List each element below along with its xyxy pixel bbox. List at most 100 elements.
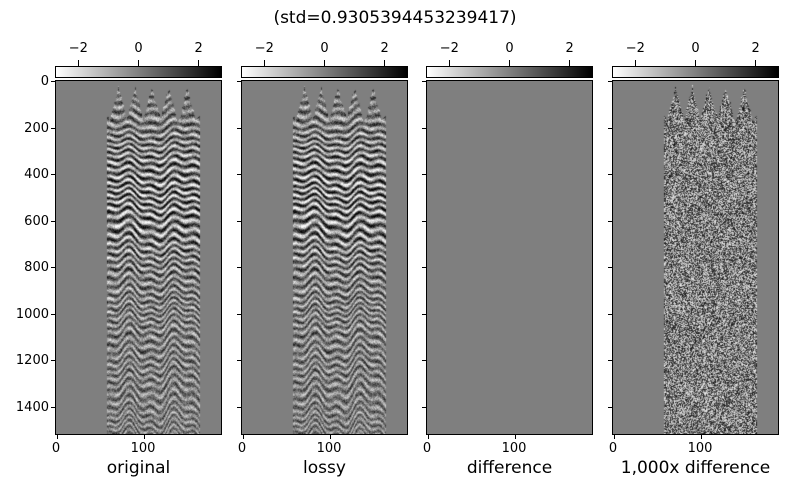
subplot-lossy: lossy −2 0 2 0 100 (237, 0, 408, 492)
colorbar-tick-mark (384, 60, 386, 66)
subplot-xlabel: 1,000x difference (620, 458, 771, 478)
x-tick-label: 100 (687, 441, 713, 456)
y-tick-mark (51, 360, 56, 361)
y-tick-label: 0 (40, 74, 49, 89)
x-tick-label: 0 (422, 441, 432, 456)
y-tick-label: 400 (24, 167, 49, 182)
y-tick-mark (608, 81, 613, 82)
colorbar-tick-label: −2 (625, 41, 645, 56)
y-tick-label: 800 (24, 260, 49, 275)
x-tick-label: 0 (237, 441, 247, 456)
x-tick-mark (515, 434, 516, 439)
y-tick-mark (422, 221, 427, 222)
colorbar-tick-mark (695, 60, 696, 66)
amplified-difference-image (613, 81, 778, 434)
colorbar-tick-mark (569, 60, 571, 66)
subplot-xlabel: original (106, 458, 171, 478)
x-tick-mark (701, 434, 702, 439)
colorbar-tick-label: −2 (439, 41, 459, 56)
y-tick-mark (237, 128, 242, 129)
y-tick-mark (608, 407, 613, 408)
y-tick-mark (608, 267, 613, 268)
colorbar-tick-mark (448, 60, 450, 66)
y-tick-mark (608, 221, 613, 222)
colorbar-tick-label: −2 (68, 41, 88, 56)
colorbar-tick-label: −2 (254, 41, 274, 56)
y-tick-mark (422, 267, 427, 268)
colorbar-gradient (55, 66, 222, 78)
colorbar-tick-label: 0 (134, 41, 143, 56)
subplot-xlabel: difference (466, 458, 553, 478)
y-tick-mark (237, 81, 242, 82)
plot-area-difference (422, 80, 593, 439)
plot-area-lossy (237, 80, 408, 439)
colorbar-tick-mark (755, 60, 757, 66)
y-tick-mark (422, 81, 427, 82)
x-tick-mark (144, 434, 145, 439)
x-tick-label: 100 (130, 441, 156, 456)
x-tick-label: 0 (608, 441, 618, 456)
y-tick-mark (608, 174, 613, 175)
subplot-original: 0 200 400 600 800 1000 1200 1400 original −2 0 2 0… (16, 0, 222, 492)
colorbar-tick-mark (509, 60, 510, 66)
lossy-image (242, 81, 407, 434)
colorbar-tick-label: 0 (691, 41, 700, 56)
y-tick-mark (237, 267, 242, 268)
y-tick-mark (422, 174, 427, 175)
y-tick-mark (237, 174, 242, 175)
plot-area-original: 0 200 400 600 800 1000 1200 1400 (16, 74, 222, 439)
y-tick-label: 600 (24, 214, 49, 229)
y-tick-mark (237, 407, 242, 408)
y-tick-mark (608, 314, 613, 315)
colorbar-tick-mark (324, 60, 325, 66)
x-tick-mark (330, 434, 331, 439)
y-tick-mark (422, 128, 427, 129)
y-tick-mark (237, 221, 242, 222)
x-tick-mark (243, 434, 244, 439)
plot-area-amplified-difference (608, 80, 779, 439)
colorbar-tick-mark (634, 60, 636, 66)
y-tick-mark (608, 360, 613, 361)
y-tick-mark (422, 360, 427, 361)
y-tick-mark (237, 314, 242, 315)
x-tick-mark (428, 434, 429, 439)
subplot-amplified-difference: 1,000x difference −2 0 2 0 100 (608, 0, 779, 492)
difference-image (427, 81, 592, 434)
x-tick-label: 100 (316, 441, 342, 456)
x-tick-label: 100 (501, 441, 527, 456)
y-tick-mark (422, 314, 427, 315)
y-tick-mark (422, 407, 427, 408)
x-tick-mark (57, 434, 58, 439)
colorbar-tick-label: 0 (505, 41, 514, 56)
y-tick-mark (608, 128, 613, 129)
y-tick-mark (51, 407, 56, 408)
colorbar-tick-mark (77, 60, 79, 66)
y-tick-label: 200 (24, 121, 49, 136)
y-tick-mark (51, 314, 56, 315)
colorbar-tick-mark (138, 60, 139, 66)
x-tick-label: 0 (51, 441, 61, 456)
y-tick-label: 1400 (15, 400, 49, 415)
y-tick-mark (51, 81, 56, 82)
colorbar-gradient (612, 66, 779, 78)
y-tick-label: 1200 (15, 353, 49, 368)
y-tick-mark (237, 360, 242, 361)
x-tick-mark (614, 434, 615, 439)
y-tick-mark (51, 174, 56, 175)
colorbar-tick-mark (263, 60, 265, 66)
figure-title: (std=0.9305394453239417) (273, 8, 517, 28)
colorbar-tick-label: 2 (380, 41, 389, 56)
colorbar-tick-label: 2 (751, 41, 760, 56)
colorbar-tick-label: 2 (565, 41, 574, 56)
colorbar-gradient (241, 66, 408, 78)
colorbar-tick-label: 2 (194, 41, 203, 56)
y-tick-mark (51, 128, 56, 129)
colorbar-tick-mark (198, 60, 200, 66)
colorbar-gradient (426, 66, 593, 78)
colorbar-tick-label: 0 (320, 41, 329, 56)
y-tick-mark (51, 221, 56, 222)
original-image (56, 81, 221, 434)
y-tick-mark (51, 267, 56, 268)
subplot-xlabel: lossy (303, 458, 346, 478)
